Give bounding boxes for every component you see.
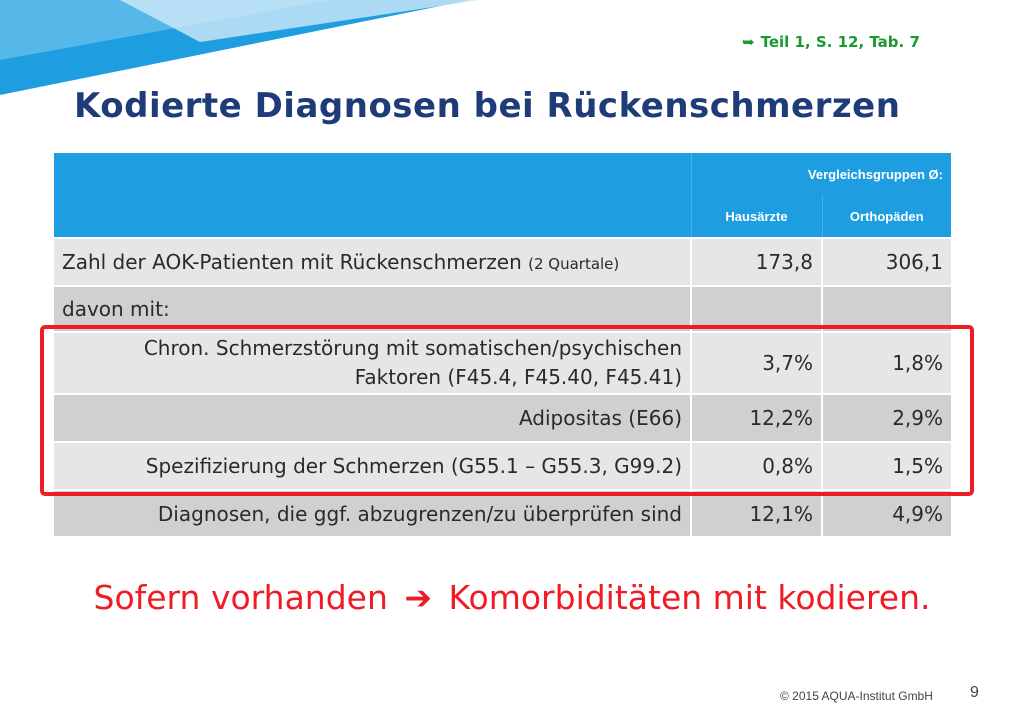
row-label: davon mit: [54, 285, 691, 332]
row-label-line2: Faktoren (F45.4, F45.40, F45.41) [354, 365, 682, 389]
table-row: Spezifizierung der Schmerzen (G55.1 – G5… [54, 441, 951, 490]
header-empty-cell [54, 153, 691, 195]
row-label: Adipositas (E66) [54, 393, 691, 442]
cell-hausaerzte: 12,1% [690, 489, 822, 536]
table-header-columns-row: Hausärzte Orthopäden [54, 195, 951, 238]
arrow-right-icon: ➔ [404, 578, 433, 617]
row-label: Spezifizierung der Schmerzen (G55.1 – G5… [54, 441, 691, 490]
table-row: Diagnosen, die ggf. abzugrenzen/zu überp… [54, 489, 951, 536]
curved-arrow-right-icon: ➥ [742, 33, 755, 51]
callout-part1: Sofern vorhanden [93, 578, 388, 617]
group-header: Vergleichsgruppen Ø: [690, 153, 951, 195]
cell-orthopaeden: 2,9% [821, 393, 951, 442]
row-label-text: Zahl der AOK-Patienten mit Rückenschmerz… [62, 250, 522, 274]
cell-hausaerzte: 173,8 [690, 237, 822, 286]
header-decoration [0, 0, 480, 95]
cell-orthopaeden: 4,9% [821, 489, 951, 536]
cell-orthopaeden: 1,5% [821, 441, 951, 490]
column-header-hausaerzte: Hausärzte [690, 195, 822, 238]
row-label-line1: Chron. Schmerzstörung mit somatischen/ps… [143, 336, 682, 360]
column-header-orthopaeden: Orthopäden [821, 195, 951, 238]
table-header-group-row: Vergleichsgruppen Ø: [54, 153, 951, 195]
cell-hausaerzte: 3,7% [690, 331, 822, 394]
cell-orthopaeden: 1,8% [821, 331, 951, 394]
cell-hausaerzte: 0,8% [690, 441, 822, 490]
diagnoses-table: Vergleichsgruppen Ø: Hausärzte Orthopäde… [54, 153, 951, 536]
callout-part2: Komorbiditäten mit kodieren. [448, 578, 931, 617]
reference-note: ➥ Teil 1, S. 12, Tab. 7 [742, 33, 920, 51]
row-label-note: (2 Quartale) [528, 255, 620, 273]
page-number: 9 [970, 684, 979, 701]
row-label: Zahl der AOK-Patienten mit Rückenschmerz… [54, 237, 691, 286]
cell-hausaerzte: 12,2% [690, 393, 822, 442]
table-row: Chron. Schmerzstörung mit somatischen/ps… [54, 331, 951, 394]
diagnoses-table-container: Vergleichsgruppen Ø: Hausärzte Orthopäde… [54, 153, 951, 536]
copyright: © 2015 AQUA-Institut GmbH [780, 689, 933, 703]
cell-hausaerzte [690, 285, 822, 332]
cell-orthopaeden [821, 285, 951, 332]
page-title: Kodierte Diagnosen bei Rückenschmerzen [74, 86, 901, 126]
row-label: Chron. Schmerzstörung mit somatischen/ps… [54, 331, 691, 394]
table-row: Zahl der AOK-Patienten mit Rückenschmerz… [54, 237, 951, 286]
cell-orthopaeden: 306,1 [821, 237, 951, 286]
row-label: Diagnosen, die ggf. abzugrenzen/zu überp… [54, 489, 691, 536]
callout-text: Sofern vorhanden ➔ Komorbiditäten mit ko… [0, 578, 1024, 617]
table-row: Adipositas (E66) 12,2% 2,9% [54, 393, 951, 442]
reference-text: Teil 1, S. 12, Tab. 7 [760, 33, 920, 51]
header-empty-cell [54, 195, 691, 238]
table-row: davon mit: [54, 285, 951, 332]
